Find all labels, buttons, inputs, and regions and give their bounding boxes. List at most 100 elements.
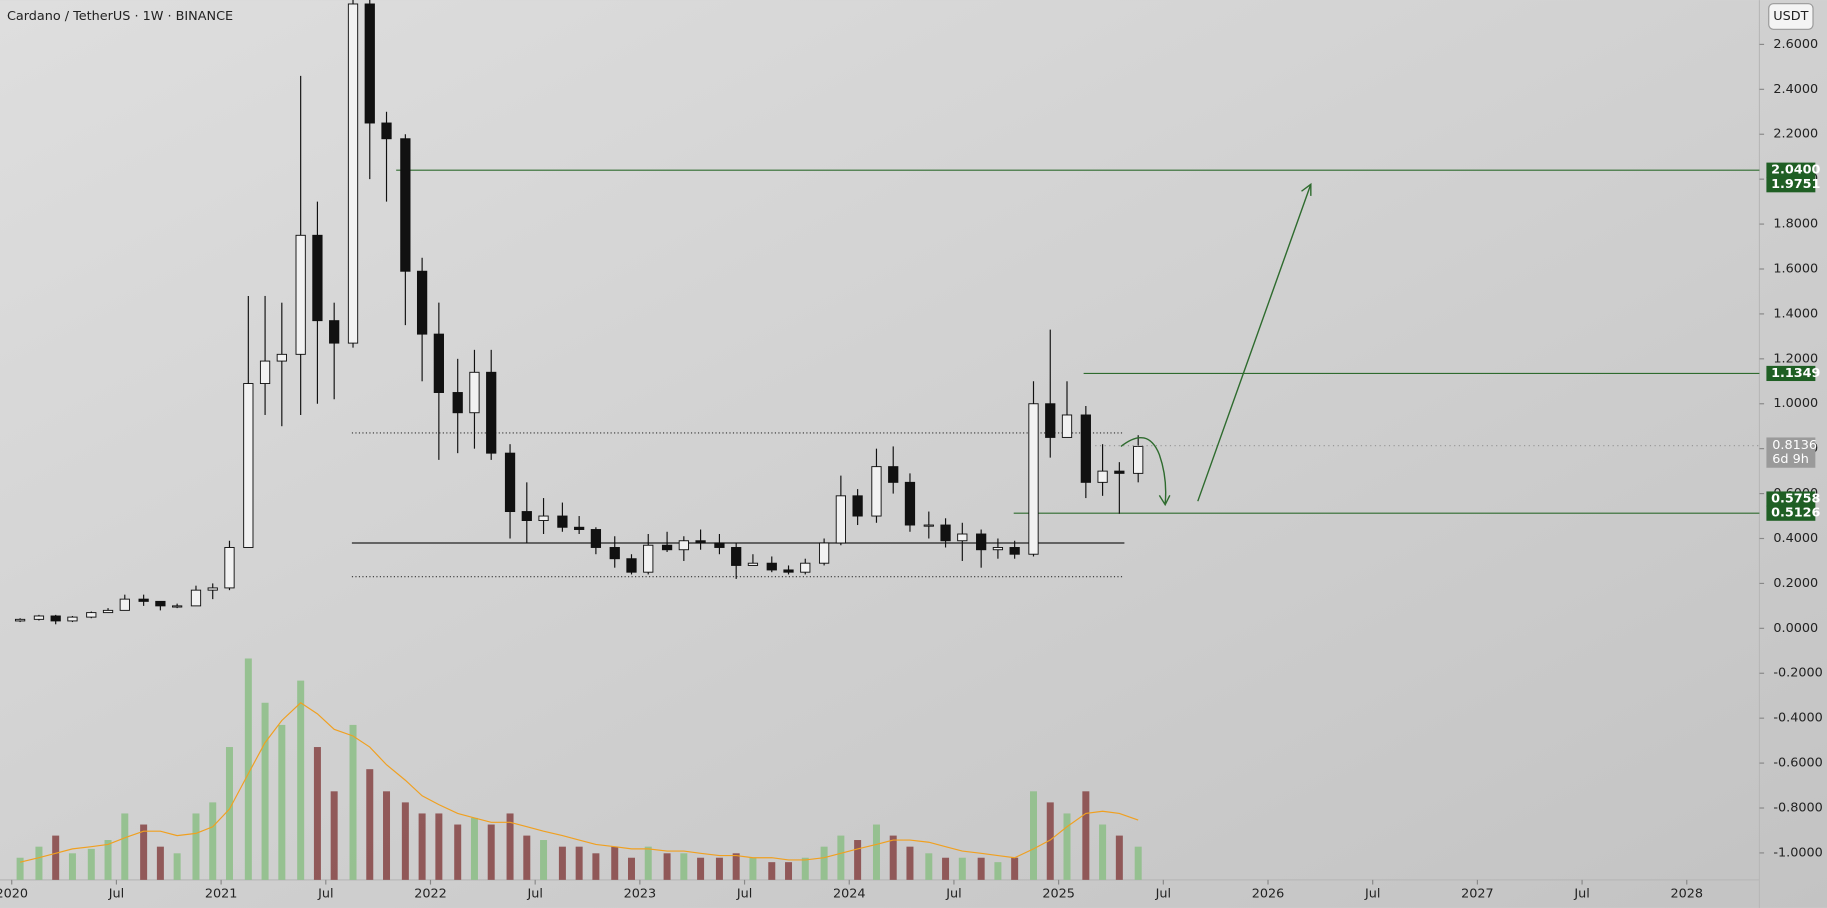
candle-body bbox=[33, 615, 45, 620]
volume-bar bbox=[156, 846, 164, 880]
candle-body bbox=[923, 524, 934, 527]
candle-body bbox=[800, 562, 811, 573]
volume-bar bbox=[977, 857, 985, 880]
volume-bar bbox=[209, 802, 217, 880]
volume-bar bbox=[297, 680, 305, 880]
volume-bar bbox=[627, 857, 635, 880]
x-tick-label: Jul bbox=[945, 886, 961, 901]
price-label: 0.8136 bbox=[1772, 438, 1817, 453]
candle-body bbox=[86, 612, 97, 618]
x-tick-label: Jul bbox=[526, 886, 542, 901]
candle-body bbox=[329, 320, 340, 344]
volume-bar bbox=[1082, 791, 1090, 880]
volume-bar bbox=[349, 724, 357, 880]
volume-bar bbox=[837, 835, 845, 880]
x-tick-label: 2024 bbox=[833, 886, 866, 901]
candle-body bbox=[312, 234, 323, 322]
y-tick-label: 1.2000 bbox=[1773, 351, 1818, 366]
candle-body bbox=[452, 392, 463, 414]
level-tag bbox=[1766, 505, 1816, 521]
currency-button[interactable] bbox=[1768, 3, 1814, 30]
candle-body bbox=[364, 3, 375, 124]
candle-body bbox=[609, 547, 620, 560]
volume-bar bbox=[140, 824, 148, 880]
x-tick-label: Jul bbox=[317, 886, 333, 901]
candle-body bbox=[643, 544, 654, 573]
x-tick-label: Jul bbox=[736, 886, 752, 901]
volume-bar bbox=[1030, 791, 1037, 880]
volume-bar bbox=[540, 840, 548, 880]
volume-bar bbox=[1046, 802, 1054, 880]
y-tick-label: -0.4000 bbox=[1773, 711, 1822, 726]
level-tag bbox=[1766, 365, 1816, 382]
candle-body bbox=[155, 600, 166, 607]
y-tick-label: 1.8000 bbox=[1773, 217, 1818, 232]
candle-body bbox=[747, 562, 759, 566]
volume-bar bbox=[330, 791, 338, 880]
candle-body bbox=[14, 618, 26, 622]
countdown-label: 6d 9h bbox=[1772, 452, 1809, 467]
volume-bar bbox=[506, 813, 514, 880]
currency-label[interactable]: USDT bbox=[1773, 9, 1808, 24]
volume-bar bbox=[487, 824, 495, 880]
candle-body bbox=[661, 544, 673, 551]
candle-body bbox=[400, 138, 411, 272]
candle-body bbox=[119, 598, 130, 611]
candle-body bbox=[295, 234, 306, 355]
candle-body bbox=[1133, 445, 1144, 474]
candle-body bbox=[992, 547, 1004, 551]
candle-body bbox=[557, 515, 568, 528]
plot-area bbox=[14, 0, 1760, 880]
candle-body bbox=[1114, 470, 1125, 474]
volume-bar bbox=[906, 846, 914, 880]
candle-body bbox=[259, 360, 271, 385]
candle-body bbox=[190, 589, 202, 607]
y-tick-label: 0.0000 bbox=[1773, 621, 1818, 636]
volume-bar bbox=[383, 791, 391, 880]
x-tick-label: 2020 bbox=[0, 886, 28, 901]
arrow-head bbox=[1158, 494, 1171, 507]
volume-bar bbox=[889, 835, 897, 880]
y-tick-label: -1.0000 bbox=[1773, 845, 1822, 860]
candle-body bbox=[207, 587, 218, 591]
candle-body bbox=[590, 529, 602, 548]
candle-body bbox=[1009, 547, 1020, 555]
candle-body bbox=[940, 524, 951, 542]
candle-body bbox=[766, 562, 777, 571]
candle-body bbox=[469, 371, 480, 414]
volume-bar bbox=[52, 835, 60, 880]
level-label: 1.9751 bbox=[1771, 177, 1820, 192]
volume-bar bbox=[261, 702, 269, 880]
x-tick-label: 2026 bbox=[1252, 886, 1285, 901]
candle-body bbox=[433, 333, 444, 393]
level-label: 1.1349 bbox=[1771, 366, 1820, 381]
candle-body bbox=[347, 3, 359, 344]
x-tick-label: 2025 bbox=[1042, 886, 1075, 901]
x-tick-label: 2021 bbox=[205, 886, 238, 901]
volume-bar bbox=[313, 747, 321, 880]
volume-bar bbox=[68, 853, 76, 880]
volume-bar bbox=[1011, 857, 1019, 880]
y-tick-label: 2.2000 bbox=[1773, 127, 1818, 142]
volume-bar bbox=[121, 813, 129, 880]
candle-body bbox=[678, 540, 689, 551]
volume-bar bbox=[470, 817, 478, 880]
candle-body bbox=[852, 495, 863, 517]
y-tick-label: 2.4000 bbox=[1773, 82, 1818, 97]
x-tick-label: Jul bbox=[1155, 886, 1171, 901]
volume-bar bbox=[592, 853, 600, 880]
candle-body bbox=[67, 616, 78, 622]
level-label: 0.5758 bbox=[1771, 492, 1820, 507]
candle-body bbox=[574, 526, 585, 530]
volume-bar bbox=[663, 853, 671, 880]
candle-body bbox=[835, 495, 846, 544]
y-tick-label: -0.6000 bbox=[1773, 756, 1822, 771]
volume-bar bbox=[523, 835, 531, 880]
candle-body bbox=[957, 533, 968, 542]
volume-bar bbox=[401, 802, 409, 880]
y-tick-label: 0.2000 bbox=[1773, 576, 1818, 591]
candle-body bbox=[904, 481, 916, 526]
volume-bar bbox=[35, 846, 43, 880]
candle-body bbox=[1097, 470, 1108, 483]
